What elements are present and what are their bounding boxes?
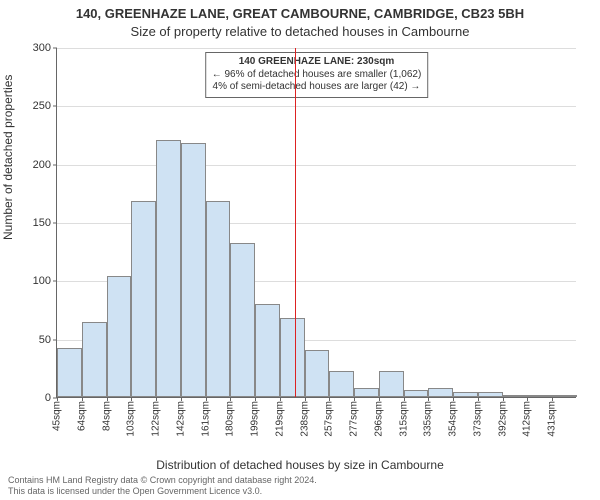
y-tick-label: 200 [33,159,51,171]
y-tick-label: 50 [39,334,51,346]
x-tick-label: 315sqm [398,401,409,437]
histogram-bar [305,350,330,397]
annotation-line: 4% of semi-detached houses are larger (4… [212,81,422,94]
x-tick-label: 199sqm [250,401,261,437]
footer-attribution: Contains HM Land Registry data © Crown c… [8,475,317,496]
histogram-bar [329,371,354,397]
histogram-bar [107,276,132,397]
histogram-bar [230,243,255,397]
histogram-bar [131,201,156,397]
x-tick-label: 412sqm [522,401,533,437]
histogram-bar [280,318,305,397]
histogram-bar [354,388,379,397]
y-tick-label: 150 [33,217,51,229]
y-gridline [57,165,576,166]
histogram-bar [478,392,503,397]
histogram-bar [404,390,429,397]
x-tick-label: 373sqm [472,401,483,437]
x-tick-label: 180sqm [225,401,236,437]
x-tick-label: 45sqm [52,401,63,431]
x-tick-label: 296sqm [373,401,384,437]
x-tick-label: 335sqm [423,401,434,437]
y-axis-label: Number of detached properties [1,75,15,240]
footer-line1: Contains HM Land Registry data © Crown c… [8,475,317,485]
annotation-line: 140 GREENHAZE LANE: 230sqm [212,56,422,69]
histogram-bar [181,143,206,397]
histogram-bar [57,348,82,397]
annotation-line: ← 96% of detached houses are smaller (1,… [212,69,422,82]
y-tick-label: 0 [45,392,51,404]
y-tick [53,281,57,282]
y-gridline [57,48,576,49]
x-tick-label: 392sqm [497,401,508,437]
histogram-bar [156,140,181,397]
y-tick [53,339,57,340]
x-axis-label: Distribution of detached houses by size … [0,458,600,472]
x-tick-label: 354sqm [448,401,459,437]
y-tick [53,223,57,224]
x-tick-label: 277sqm [349,401,360,437]
y-tick-label: 300 [33,42,51,54]
histogram-bar [206,201,231,397]
y-tick-label: 250 [33,100,51,112]
annotation-box: 140 GREENHAZE LANE: 230sqm← 96% of detac… [205,52,429,98]
x-tick-label: 219sqm [274,401,285,437]
title-main: 140, GREENHAZE LANE, GREAT CAMBOURNE, CA… [0,6,600,21]
footer-line2: This data is licensed under the Open Gov… [8,486,317,496]
y-tick-label: 100 [33,275,51,287]
x-tick-label: 238sqm [299,401,310,437]
x-tick-label: 103sqm [126,401,137,437]
chart-container: 140, GREENHAZE LANE, GREAT CAMBOURNE, CA… [0,0,600,500]
x-tick-label: 431sqm [547,401,558,437]
x-tick-label: 257sqm [324,401,335,437]
y-tick [53,106,57,107]
histogram-bar [255,304,280,397]
histogram-bar [527,395,552,397]
plot-area: 140 GREENHAZE LANE: 230sqm← 96% of detac… [56,48,576,398]
histogram-bar [428,388,453,397]
marker-line [295,48,296,397]
y-gridline [57,106,576,107]
x-tick-label: 161sqm [200,401,211,437]
histogram-bar [552,395,577,397]
histogram-bar [453,392,478,397]
title-sub: Size of property relative to detached ho… [0,24,600,39]
y-tick [53,164,57,165]
histogram-bar [379,371,404,397]
histogram-bar [82,322,107,397]
histogram-bar [503,395,528,397]
x-tick-label: 64sqm [76,401,87,431]
x-tick-label: 84sqm [101,401,112,431]
y-tick [53,48,57,49]
x-tick-label: 122sqm [151,401,162,437]
x-tick-label: 142sqm [175,401,186,437]
